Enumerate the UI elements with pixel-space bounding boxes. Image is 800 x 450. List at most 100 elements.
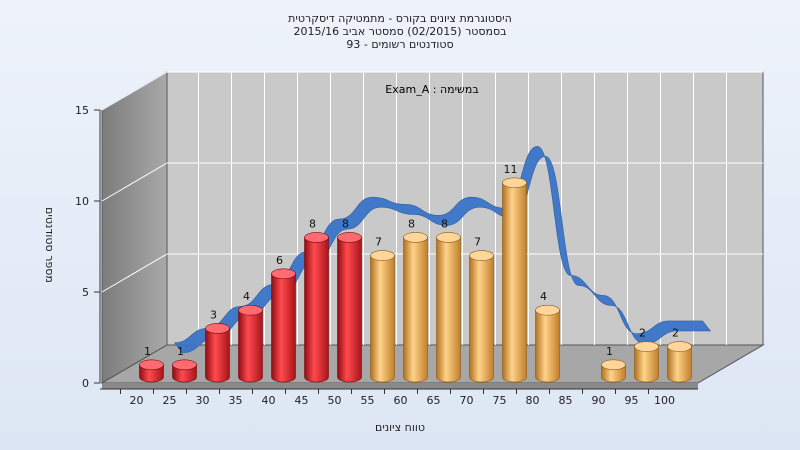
bar-body (469, 255, 494, 383)
x-tick-label: 80 (526, 394, 540, 407)
x-tick-label: 40 (262, 394, 276, 407)
bar-cap (370, 250, 395, 261)
floor (100, 344, 765, 384)
bars (139, 177, 692, 383)
x-tick-label: 25 (163, 394, 177, 407)
x-tick-label: 35 (229, 394, 243, 407)
x-tick-label: 75 (493, 394, 507, 407)
data-label: 1 (606, 345, 613, 358)
bar-cap (634, 341, 659, 352)
x-tick-label: 20 (130, 394, 144, 407)
data-label: 8 (408, 217, 415, 230)
data-label: 7 (375, 236, 382, 249)
data-label: 11 (504, 163, 518, 176)
bar-cap (139, 359, 164, 371)
x-tick-label: 60 (394, 394, 408, 407)
data-label: 1 (177, 345, 184, 358)
bar-cap (271, 268, 296, 280)
grid-lines (101, 71, 763, 345)
bar-cap (667, 341, 692, 352)
grid-line-side (101, 253, 168, 293)
x-tick-label: 45 (295, 394, 309, 407)
chart-title: היסטוגרמת ציונים בקורס - מתמטיקה דיסקרטי… (288, 12, 512, 51)
x-tick-label: 65 (427, 394, 441, 407)
grid-line-side (101, 162, 168, 202)
bar-body (667, 346, 692, 383)
data-label: 7 (474, 236, 481, 249)
title-line-1: היסטוגרמת ציונים בקורס - מתמטיקה דיסקרטי… (288, 12, 512, 25)
bar-cap (238, 304, 263, 316)
x-tick-label: 55 (361, 394, 375, 407)
bar-body (634, 346, 659, 383)
data-label: 6 (276, 254, 283, 267)
x-tick-label: 95 (625, 394, 639, 407)
bar (436, 232, 461, 383)
bar-cap (601, 359, 626, 371)
x-tick-label: 90 (592, 394, 606, 407)
title-line-3: סטודנטים רשומים - 93 (346, 38, 453, 51)
bar (172, 359, 197, 383)
data-label: 3 (210, 308, 217, 321)
bar-body (403, 237, 428, 383)
data-label: 4 (540, 290, 547, 303)
grid-line-side (101, 71, 168, 111)
bar-cap (436, 232, 461, 243)
data-label: 2 (672, 327, 679, 340)
bar-body (436, 237, 461, 383)
bar-body (535, 309, 560, 383)
bar (370, 250, 395, 383)
data-label: 1 (144, 345, 151, 358)
bar-body (205, 328, 230, 383)
bar (139, 359, 164, 383)
bar (535, 304, 560, 383)
bar (403, 232, 428, 383)
bar (271, 268, 296, 383)
y-tick-label: 10 (75, 195, 89, 208)
x-tick-label: 70 (460, 394, 474, 407)
data-label: 4 (243, 290, 250, 303)
bar-cap (172, 359, 197, 371)
x-ticks: 20 25 30 35 40 45 50 55 60 65 70 75 80 85 90 95 100 (120, 389, 675, 407)
data-label: 8 (342, 217, 349, 230)
left-wall (101, 71, 168, 384)
data-label: 8 (309, 217, 316, 230)
bar-cap (304, 232, 329, 243)
bar (667, 341, 692, 383)
bar (469, 250, 494, 383)
bar-body (304, 237, 329, 383)
x-axis-title: טווח ציונים (375, 421, 425, 434)
bar-cap (403, 232, 428, 243)
data-label: 8 (441, 217, 448, 230)
y-tick-label: 5 (82, 286, 89, 299)
x-tick-label: 85 (559, 394, 573, 407)
bar (502, 177, 527, 383)
bar-body (238, 309, 263, 383)
bar-body (337, 237, 362, 383)
bar-cap (469, 250, 494, 261)
data-label: 2 (639, 327, 646, 340)
bar-cap (337, 232, 362, 243)
bar (601, 359, 626, 383)
title-line-2: בסמסטר (02/2015) סמסטר אביב 2015/16 (293, 25, 506, 38)
bar (634, 341, 659, 383)
bar-cap (502, 177, 527, 189)
floor-top-edge (102, 383, 698, 389)
bar (337, 232, 362, 383)
bar-cap (205, 323, 230, 334)
bar-body (502, 182, 527, 383)
y-tick-label: 15 (75, 104, 89, 117)
bar-body (271, 273, 296, 383)
chart-subtitle: Exam_A : במשימה (385, 83, 478, 96)
bar-body (370, 255, 395, 383)
y-tick-label: 0 (82, 377, 89, 390)
bar (205, 323, 230, 383)
x-tick-label: 30 (196, 394, 210, 407)
bar (304, 232, 329, 383)
bar (238, 304, 263, 383)
y-axis-title: מספר סטודנטים (43, 207, 56, 283)
y-ticks: 0 5 10 15 (75, 104, 100, 390)
x-tick-label: 100 (654, 394, 675, 407)
x-tick-label: 50 (328, 394, 342, 407)
